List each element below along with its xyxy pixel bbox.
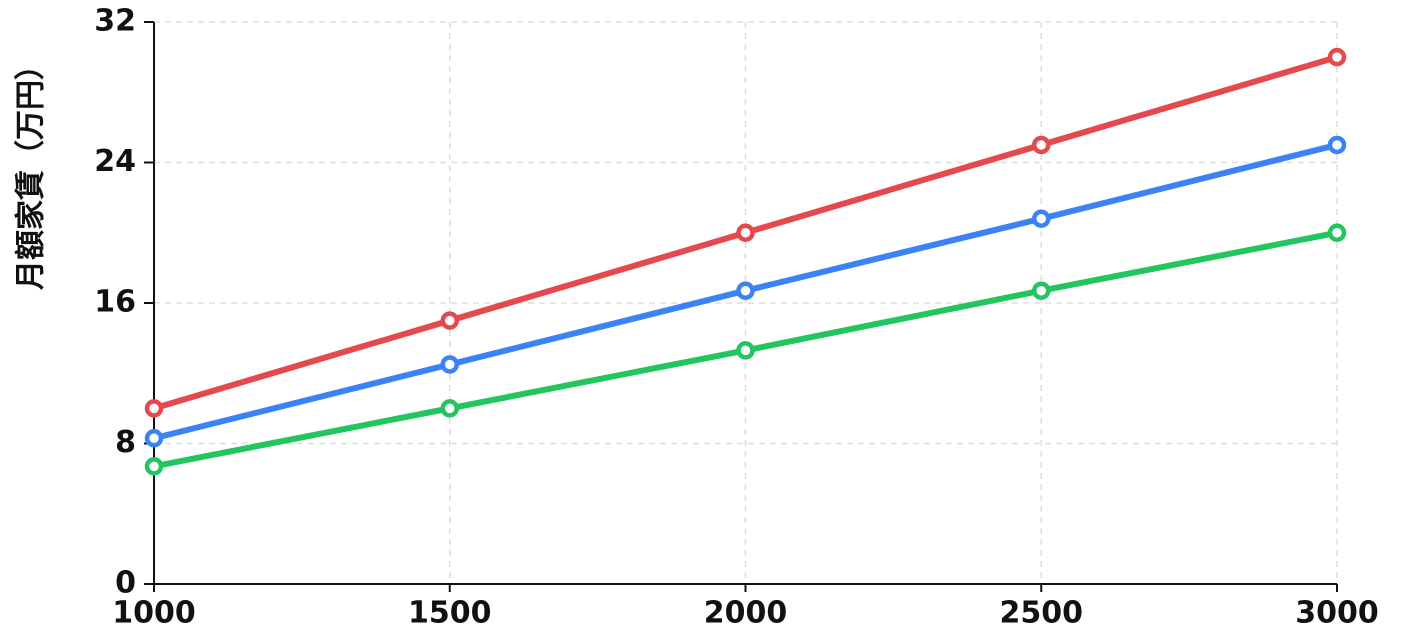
y-tick-label: 0 [115,566,136,601]
point [1032,209,1051,228]
y-tick-label: 32 [94,4,136,39]
point [440,399,459,418]
x-tick-label: 1500 [408,596,492,631]
y-tick-label: 24 [94,144,136,179]
point [440,311,459,330]
x-tick-label: 2000 [704,596,788,631]
x-tick-label: 2500 [1000,596,1084,631]
x-tick-label: 1000 [112,596,196,631]
point [1327,47,1347,67]
point [736,281,755,300]
point [144,428,164,448]
point [736,341,755,360]
point [1032,135,1051,155]
x-tick-label: 3000 [1295,596,1379,631]
point [440,355,459,374]
point [736,223,755,242]
y-tick-label: 16 [94,285,136,320]
point [144,399,164,418]
y-axis-label: 月額家賃（万円） [14,50,49,290]
point [1032,281,1051,300]
y-tick-label: 8 [115,425,136,460]
point [1327,223,1347,242]
point [144,457,164,476]
point [1327,135,1347,155]
